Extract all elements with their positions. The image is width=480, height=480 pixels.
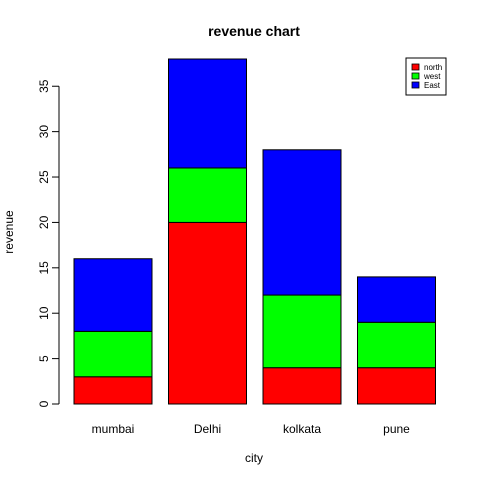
y-tick-label: 30 [37, 125, 51, 139]
bar-segment-north [73, 376, 153, 405]
legend-swatch-north [411, 63, 420, 71]
legend-swatch-west [411, 72, 420, 80]
legend-swatch-east [411, 81, 420, 89]
chart-title: revenue chart [208, 23, 300, 39]
y-tick-label: 5 [37, 355, 51, 362]
bar-segment-east [357, 276, 436, 323]
y-axis: 0 5 10 15 20 25 30 35 [37, 79, 60, 407]
legend-label-north: north [424, 63, 442, 72]
x-tick-label: kolkata [283, 422, 321, 436]
y-tick-label: 35 [37, 79, 51, 93]
bar-segment-west [262, 294, 342, 369]
bar-segment-east [168, 58, 247, 169]
x-tick-label: mumbai [92, 422, 135, 436]
y-axis-label: revenue [2, 210, 16, 254]
y-tick-label: 10 [37, 306, 51, 320]
bar-segment-north [168, 221, 247, 405]
x-axis-label: city [245, 451, 263, 465]
y-tick-label: 25 [37, 170, 51, 184]
bar-segment-east [262, 149, 342, 296]
x-tick-label: pune [383, 422, 410, 436]
legend-label-west: west [423, 72, 441, 81]
bar-segment-west [357, 321, 436, 369]
bars [73, 58, 436, 405]
bar-segment-east [73, 258, 153, 332]
legend-label-east: East [424, 81, 441, 90]
x-tick-label: Delhi [194, 422, 221, 436]
y-tick-label: 15 [37, 261, 51, 275]
bar-segment-north [357, 367, 436, 405]
bar-segment-north [262, 367, 342, 405]
y-tick-label: 20 [37, 215, 51, 229]
bar-segment-west [73, 330, 153, 378]
y-tick-label: 0 [37, 400, 51, 407]
bar-segment-west [168, 167, 247, 223]
x-tick-labels: mumbai Delhi kolkata pune [92, 422, 411, 436]
